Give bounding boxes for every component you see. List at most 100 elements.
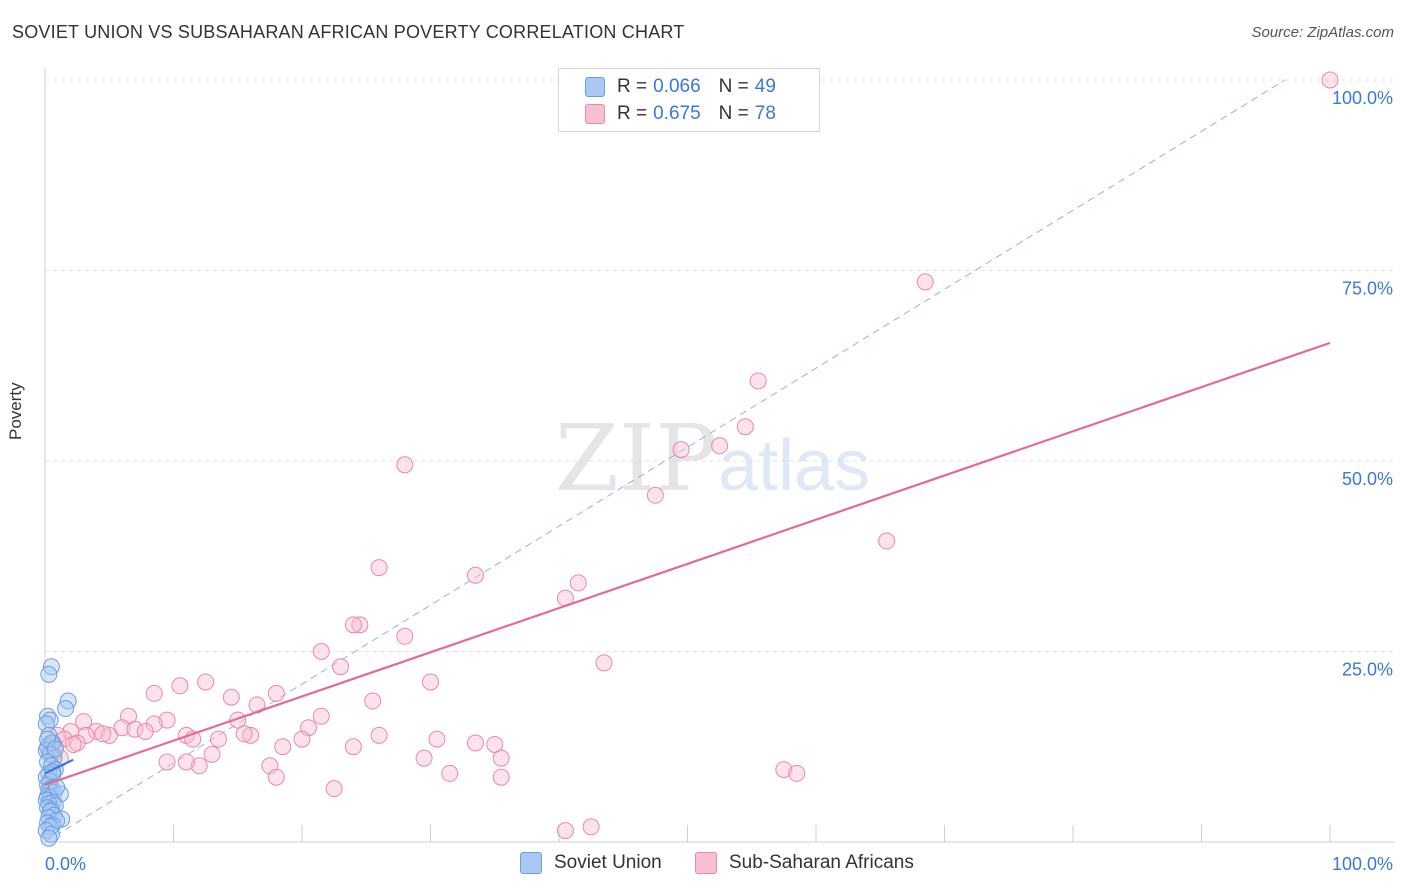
point-sub-saharan-africans — [370, 559, 388, 577]
point-sub-saharan-africans — [492, 749, 510, 767]
chart-title: SOVIET UNION VS SUBSAHARAN AFRICAN POVER… — [12, 22, 685, 42]
point-sub-saharan-africans — [312, 707, 330, 725]
point-sub-saharan-africans — [312, 643, 330, 660]
point-sub-saharan-africans — [364, 692, 382, 710]
point-sub-saharan-africans — [556, 822, 574, 840]
point-sub-saharan-africans — [351, 616, 369, 634]
point-sub-saharan-africans — [222, 688, 240, 706]
point-sub-saharan-africans — [344, 738, 362, 756]
point-sub-saharan-africans — [582, 818, 600, 836]
point-sub-saharan-africans — [775, 761, 793, 779]
point-sub-saharan-africans — [325, 780, 343, 798]
point-sub-saharan-africans — [672, 441, 690, 459]
legend-swatch-soviet — [585, 77, 605, 97]
point-sub-saharan-africans — [569, 574, 587, 592]
legend-n-value: 49 — [754, 76, 776, 97]
point-sub-saharan-africans — [422, 673, 439, 691]
point-sub-saharan-africans — [293, 730, 311, 748]
trend-lines — [44, 341, 1331, 786]
point-sub-saharan-africans — [486, 735, 504, 753]
legend-row-soviet: R = 0.066 N = 49 — [585, 73, 776, 101]
point-soviet-union — [40, 829, 58, 847]
bottom-legend-label-ssa: Sub-Saharan Africans — [729, 852, 914, 873]
point-sub-saharan-africans — [396, 456, 414, 474]
point-sub-saharan-africans — [158, 753, 176, 771]
y-tick-label: 75.0% — [1342, 279, 1393, 299]
point-sub-saharan-africans — [441, 764, 459, 782]
point-sub-saharan-africans — [158, 711, 176, 729]
point-sub-saharan-africans — [136, 723, 154, 741]
point-sub-saharan-africans — [1321, 71, 1339, 89]
point-sub-saharan-africans — [595, 654, 613, 672]
diagonal-reference-line — [44, 79, 1286, 843]
point-sub-saharan-africans — [274, 738, 292, 756]
point-sub-saharan-africans — [126, 720, 144, 738]
legend-r-label: R = — [617, 76, 648, 97]
point-sub-saharan-africans — [203, 745, 221, 763]
point-sub-saharan-africans — [749, 372, 767, 390]
trend-line-soviet — [44, 758, 74, 775]
point-sub-saharan-africans — [788, 764, 806, 782]
grid-lines — [45, 79, 1395, 652]
legend-swatch-ssa — [585, 104, 605, 124]
point-sub-saharan-africans — [466, 566, 484, 584]
series-soviet-union — [37, 658, 77, 847]
point-sub-saharan-africans — [646, 486, 664, 504]
point-sub-saharan-africans — [711, 437, 729, 455]
source-label: Source: ZipAtlas.com — [1251, 24, 1394, 41]
watermark-zip: ZIP — [555, 405, 717, 512]
point-sub-saharan-africans — [370, 726, 388, 744]
point-sub-saharan-africans — [100, 726, 118, 744]
point-sub-saharan-africans — [64, 735, 82, 753]
point-sub-saharan-africans — [492, 768, 510, 786]
point-soviet-union — [40, 665, 58, 683]
tick-labels: 25.0% 50.0% 75.0% 100.0% 0.0% 100.0% — [45, 88, 1393, 874]
legend-r-value: 0.066 — [653, 76, 701, 97]
point-sub-saharan-africans — [344, 616, 362, 634]
bottom-legend-swatch-ssa — [695, 852, 717, 874]
point-sub-saharan-africans — [177, 753, 195, 771]
correlation-legend: R = 0.066 N = 49 R = 0.675 N = 78 — [558, 68, 820, 132]
point-sub-saharan-africans — [145, 684, 163, 702]
point-sub-saharan-africans — [916, 273, 934, 291]
point-sub-saharan-africans — [428, 730, 446, 748]
x-tick-label: 0.0% — [45, 854, 86, 874]
watermark-atlas: atlas — [718, 426, 870, 506]
point-sub-saharan-africans — [332, 658, 350, 676]
point-sub-saharan-africans — [209, 730, 227, 748]
point-sub-saharan-africans — [87, 723, 105, 741]
point-sub-saharan-africans — [190, 757, 208, 775]
point-sub-saharan-africans — [466, 734, 484, 752]
legend-n-value: 78 — [754, 103, 776, 124]
bottom-legend-swatch-soviet — [520, 852, 542, 874]
point-sub-saharan-africans — [267, 684, 285, 702]
point-sub-saharan-africans — [396, 627, 414, 645]
point-soviet-union — [46, 740, 64, 758]
legend-r-value: 0.675 — [653, 103, 701, 124]
point-sub-saharan-africans — [113, 719, 131, 737]
bottom-legend-ssa: Sub-Saharan Africans — [695, 852, 914, 874]
x-tick-label: 100.0% — [1332, 854, 1393, 874]
point-soviet-union — [57, 700, 75, 718]
legend-n-label: N = — [718, 76, 749, 97]
legend-row-ssa: R = 0.675 N = 78 — [585, 100, 776, 128]
point-sub-saharan-africans — [736, 418, 754, 436]
point-sub-saharan-africans — [94, 725, 112, 743]
bottom-legend-label-soviet: Soviet Union — [554, 852, 662, 873]
trend-line-ssa — [44, 341, 1331, 786]
point-sub-saharan-africans — [878, 532, 896, 550]
point-sub-saharan-africans — [415, 749, 433, 767]
reference-line — [44, 79, 1286, 843]
point-sub-saharan-africans — [197, 673, 215, 691]
watermark: ZIP atlas — [555, 405, 870, 512]
y-tick-label: 100.0% — [1332, 88, 1393, 108]
point-sub-saharan-africans — [75, 713, 93, 731]
bottom-legend-soviet: Soviet Union — [520, 852, 662, 874]
legend-n-label: N = — [718, 103, 749, 124]
point-sub-saharan-africans — [267, 768, 285, 786]
point-sub-saharan-africans — [235, 725, 253, 743]
point-sub-saharan-africans — [171, 677, 189, 695]
legend-r-label: R = — [617, 103, 648, 124]
axes — [44, 68, 1395, 843]
